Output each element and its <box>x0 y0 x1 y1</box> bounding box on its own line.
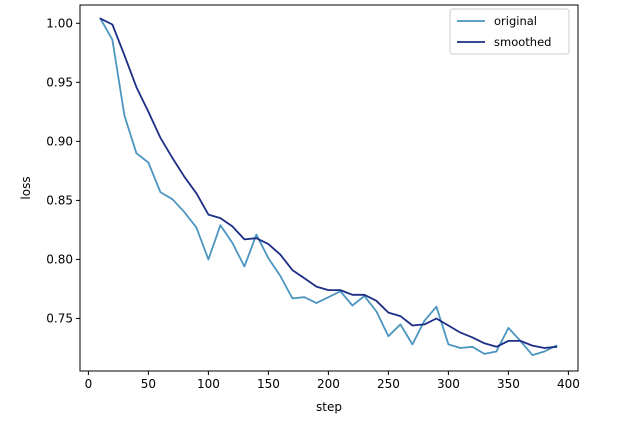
x-axis: 0 50 100 150 200 250 300 350 400 <box>85 371 580 391</box>
series-layer <box>99 17 558 357</box>
series-line-original <box>99 17 558 357</box>
y-axis: 0.75 0.80 0.85 0.90 0.95 1.00 <box>46 16 80 325</box>
x-tick-label: 150 <box>257 377 280 391</box>
x-axis-label: step <box>316 400 342 414</box>
x-tick-label: 250 <box>377 377 400 391</box>
legend-label-smoothed: smoothed <box>494 35 551 49</box>
y-tick-label: 0.80 <box>46 252 73 266</box>
y-tick-label: 0.90 <box>46 134 73 148</box>
x-tick-label: 200 <box>317 377 340 391</box>
x-tick-label: 0 <box>85 377 93 391</box>
x-tick-label: 400 <box>557 377 580 391</box>
y-tick-label: 0.95 <box>46 75 73 89</box>
legend: original smoothed <box>449 8 570 55</box>
x-tick-label: 50 <box>141 377 156 391</box>
x-tick-label: 350 <box>497 377 520 391</box>
series-line-smoothed <box>99 17 558 349</box>
legend-label-original: original <box>494 14 537 28</box>
y-tick-label: 1.00 <box>46 16 73 30</box>
y-axis-label: loss <box>19 176 33 199</box>
x-tick-label: 100 <box>197 377 220 391</box>
plot-background <box>80 5 578 371</box>
x-tick-label: 300 <box>437 377 460 391</box>
plot-frame <box>79 4 579 372</box>
y-tick-label: 0.75 <box>46 311 73 325</box>
y-tick-label: 0.85 <box>46 193 73 207</box>
